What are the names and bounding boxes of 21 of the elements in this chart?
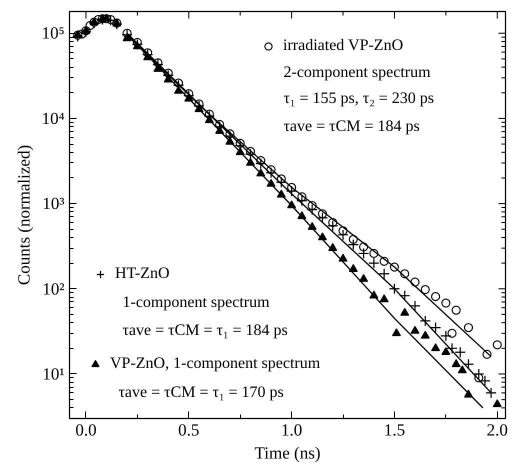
x-tick-label: 1.0 <box>280 420 302 440</box>
legend-label: HT-ZnO <box>115 265 170 283</box>
y-tick-label: 10⁴ <box>42 108 65 128</box>
y-tick-label: 10³ <box>42 194 65 214</box>
y-tick-label: 10⁵ <box>42 24 65 43</box>
annotation: τ₁ = 155 ps, τ₂ = 230 ps <box>284 90 434 107</box>
x-axis-title: Time (ns) <box>254 444 320 462</box>
annotation: 2-component spectrum <box>284 64 432 81</box>
x-tick-label: 0.0 <box>75 420 97 440</box>
y-tick-label: 10² <box>42 279 65 298</box>
annotation: τave = τCM = τ₁ = 184 ps <box>122 322 288 339</box>
y-tick-label: 10¹ <box>42 364 65 384</box>
legend-label: irradiated VP-ZnO <box>283 37 404 55</box>
x-tick-label: 1.5 <box>384 420 406 440</box>
x-tick-label: 2.0 <box>486 420 508 440</box>
annotation: 1-component spectrum <box>122 294 270 311</box>
annotation: τave = τCM = τ₁ = 170 ps <box>118 384 284 401</box>
y-axis-title: Counts (normalized) <box>14 144 34 286</box>
x-tick-label: 0.5 <box>178 420 200 440</box>
legend-label: VP-ZnO, 1-component spectrum <box>110 355 320 373</box>
annotation: τave = τCM = 184 ps <box>284 118 420 135</box>
